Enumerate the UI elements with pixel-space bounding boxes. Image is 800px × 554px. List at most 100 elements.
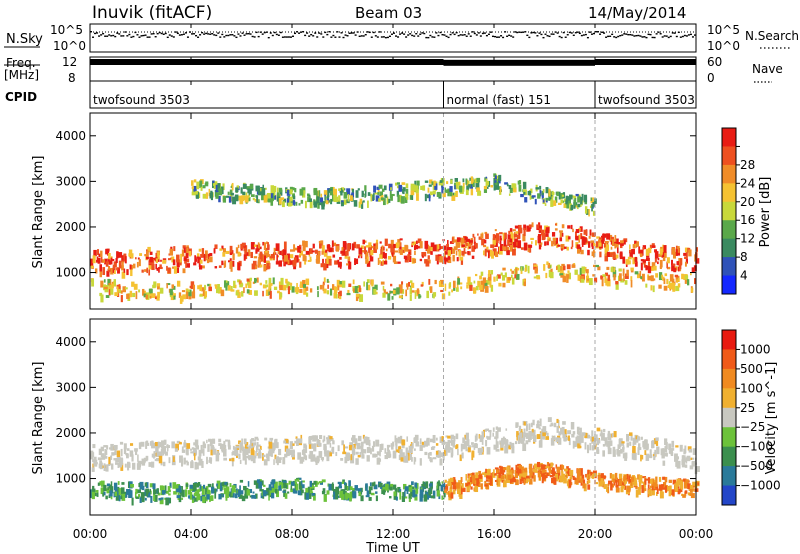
data-cell (678, 488, 681, 494)
data-cell (514, 238, 518, 242)
data-cell (167, 258, 171, 261)
data-cell (411, 456, 413, 462)
noise-mark (180, 34, 183, 36)
data-cell (340, 457, 344, 461)
data-cell (103, 484, 107, 492)
colorbar-swatch (722, 368, 736, 389)
data-cell (375, 291, 378, 295)
noise-mark (344, 34, 347, 36)
data-cell (398, 454, 401, 461)
data-cell (678, 264, 682, 270)
data-cell (244, 442, 249, 449)
data-cell (533, 468, 537, 473)
data-cell (287, 195, 291, 199)
data-cell (222, 252, 226, 257)
data-cell (202, 448, 205, 456)
data-cell (225, 281, 230, 287)
data-cell (126, 269, 129, 276)
data-cell (648, 489, 652, 497)
data-cell (431, 181, 435, 186)
data-cell (222, 196, 227, 203)
data-cell (214, 284, 218, 287)
data-cell (662, 477, 665, 480)
data-cell (404, 455, 409, 463)
noise-mark (292, 35, 294, 37)
data-cell (119, 441, 124, 445)
data-cell (148, 265, 153, 270)
data-cell (664, 273, 668, 277)
data-cell (486, 435, 488, 439)
data-cell (310, 456, 313, 462)
data-cell (496, 481, 501, 487)
data-cell (318, 240, 323, 244)
data-cell (314, 435, 318, 441)
data-cell (247, 481, 250, 487)
data-cell (234, 493, 238, 499)
data-cell (239, 479, 244, 483)
data-cell (278, 481, 282, 485)
data-cell (671, 259, 673, 265)
data-cell (218, 443, 222, 446)
data-cell (105, 452, 108, 455)
data-cell (185, 250, 189, 259)
data-cell (546, 261, 549, 266)
data-cell (508, 230, 511, 234)
data-cell (520, 247, 524, 250)
data-cell (406, 283, 409, 290)
data-cell (537, 224, 540, 229)
data-cell (276, 254, 278, 262)
data-cell (414, 482, 418, 489)
data-cell (687, 279, 690, 286)
data-cell (208, 286, 212, 292)
data-cell (182, 489, 185, 498)
data-cell (562, 275, 567, 283)
data-cell (258, 188, 262, 196)
data-cell (370, 492, 375, 496)
data-cell (568, 272, 572, 280)
data-cell (645, 265, 648, 271)
data-cell (632, 476, 636, 482)
data-cell (317, 202, 322, 206)
data-cell (378, 198, 381, 202)
data-cell (449, 191, 453, 197)
data-cell (676, 460, 681, 469)
data-cell (379, 444, 382, 451)
data-cell (564, 435, 566, 442)
data-cell (675, 245, 678, 252)
data-cell (181, 446, 184, 451)
data-cell (317, 482, 320, 485)
data-cell (583, 237, 587, 243)
data-cell (629, 441, 632, 446)
data-cell (419, 458, 422, 466)
data-cell (344, 483, 348, 491)
data-cell (366, 279, 370, 284)
data-cell (465, 432, 469, 441)
data-cell (146, 267, 148, 274)
data-cell (115, 462, 118, 465)
data-cell (684, 247, 689, 253)
data-cell (282, 480, 286, 484)
data-cell (204, 291, 208, 298)
data-cell (412, 241, 417, 244)
data-cell (545, 197, 550, 201)
data-cell (586, 270, 589, 277)
data-cell (556, 191, 559, 196)
noise-mark (544, 33, 547, 35)
data-cell (561, 263, 565, 267)
data-cell (624, 485, 627, 490)
data-cell (417, 238, 422, 244)
data-cell (386, 196, 389, 205)
data-cell (359, 198, 363, 205)
data-cell (338, 293, 342, 300)
data-cell (528, 475, 530, 482)
noise-mark (556, 32, 559, 34)
data-cell (593, 434, 598, 441)
data-cell (183, 457, 186, 465)
data-cell (527, 265, 530, 274)
data-cell (485, 178, 488, 187)
data-cell (414, 434, 419, 441)
data-cell (142, 288, 145, 296)
data-cell (351, 243, 355, 251)
data-cell (553, 200, 557, 206)
data-cell (566, 275, 569, 283)
